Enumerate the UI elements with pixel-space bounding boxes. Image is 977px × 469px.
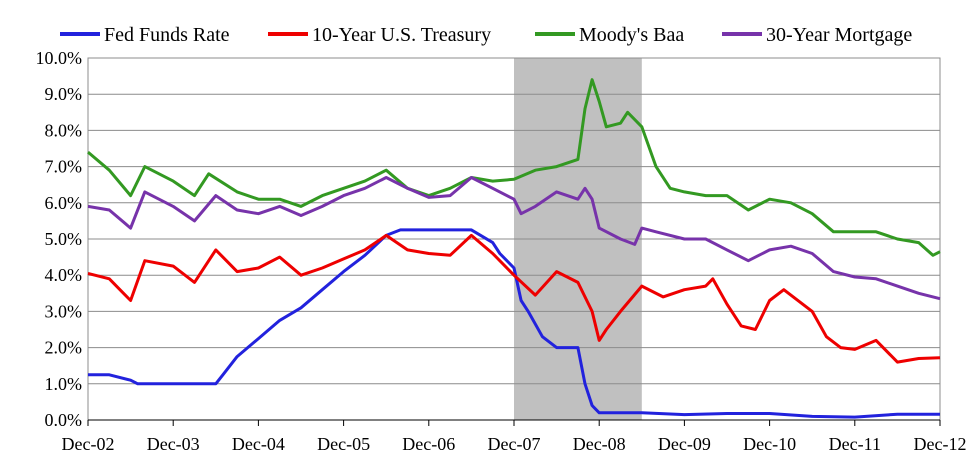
x-tick-label: Dec-04 <box>232 434 285 454</box>
y-tick-label: 0.0% <box>45 410 83 430</box>
legend-label: Fed Funds Rate <box>104 24 230 46</box>
x-tick-label: Dec-03 <box>147 434 200 454</box>
series-line-1 <box>88 228 940 419</box>
x-tick-label: Dec-07 <box>488 434 541 454</box>
x-tick-label: Dec-08 <box>573 434 626 454</box>
x-tick-label: Dec-06 <box>402 434 455 454</box>
axes: 0.0% 1.0% 2.0% 3.0% 4.0% 5.0% 6.0% 7.0% 8.0% 9.0%… <box>36 48 967 454</box>
legend-label: Moody's Baa <box>579 24 684 46</box>
y-tick-label: 10.0% <box>36 48 83 68</box>
legend-label: 10-Year U.S. Treasury <box>312 24 491 46</box>
y-tick-label: 5.0% <box>45 229 83 249</box>
y-tick-label: 6.0% <box>45 193 83 213</box>
y-tick-label: 2.0% <box>45 338 83 358</box>
x-tick-label: Dec-05 <box>317 434 370 454</box>
x-tick-label: Dec-11 <box>829 434 881 454</box>
legend: Fed Funds Rate 10-Year U.S. Treasury Moody… <box>60 24 912 46</box>
x-tick-label: Dec-10 <box>743 434 796 454</box>
x-tick-label: Dec-02 <box>62 434 115 454</box>
y-tick-label: 7.0% <box>45 157 83 177</box>
gridlines <box>87 57 941 421</box>
y-tick-label: 9.0% <box>45 84 83 104</box>
y-tick-label: 8.0% <box>45 120 83 140</box>
series-line-4 <box>87 176 941 301</box>
series-lines <box>87 78 941 419</box>
x-tick-label: Dec-12 <box>914 434 967 454</box>
y-tick-label: 3.0% <box>45 301 83 321</box>
series-line-2 <box>87 233 941 364</box>
y-tick-label: 1.0% <box>45 374 83 394</box>
y-tick-label: 4.0% <box>45 265 83 285</box>
x-tick-label: Dec-09 <box>658 434 711 454</box>
legend-label: 30-Year Mortgage <box>766 24 912 46</box>
series-line-3 <box>87 78 941 257</box>
